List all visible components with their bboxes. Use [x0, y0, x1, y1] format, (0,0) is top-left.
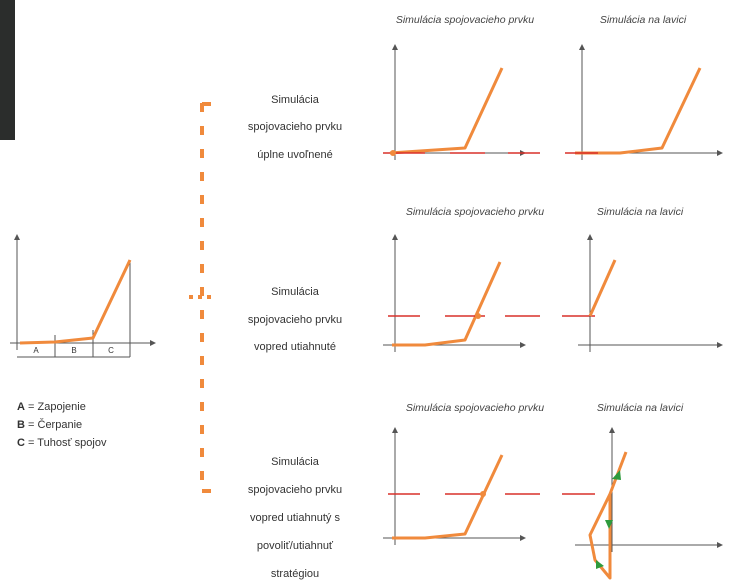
row-label: Simulácia: [271, 456, 320, 468]
phase-chart: A B C: [10, 234, 156, 358]
legend-text: = Tuhosť spojov: [28, 437, 107, 449]
row-1: Simulácia spojovacieho prvku úplne uvoľn…: [248, 44, 723, 161]
column-header: Simulácia spojovacieho prvku: [396, 14, 534, 26]
row-label: stratégiou: [271, 568, 319, 580]
row-label: vopred utiahnutý s: [250, 512, 340, 524]
column-header: Simulácia na lavici: [597, 402, 684, 414]
column-header: Simulácia na lavici: [600, 14, 687, 26]
column-header: Simulácia spojovacieho prvku: [406, 206, 544, 218]
legend-item: A = Zapojenie: [17, 401, 86, 413]
legend-key: C: [17, 437, 25, 449]
legend-text: = Zapojenie: [28, 401, 86, 413]
row-3: Simulácia spojovacieho prvku vopred utia…: [248, 427, 723, 580]
legend-text: = Čerpanie: [28, 418, 82, 431]
legend-key: B: [17, 419, 25, 431]
segment-label: A: [33, 346, 39, 355]
row-label: Simulácia: [271, 94, 320, 106]
row-label: povoliť/utiahnuť: [257, 540, 334, 552]
segment-label: B: [71, 346, 76, 355]
legend-item: B = Čerpanie: [17, 418, 82, 431]
row-label: spojovacieho prvku: [248, 121, 342, 133]
bracket: [189, 102, 215, 493]
row-label: vopred utiahnuté: [254, 341, 336, 353]
column-header: Simulácia na lavici: [597, 206, 684, 218]
legend-key: A: [17, 401, 25, 413]
row-label: spojovacieho prvku: [248, 484, 342, 496]
legend: A = Zapojenie B = Čerpanie C = Tuhosť sp…: [17, 401, 107, 449]
segment-label: C: [108, 346, 114, 355]
legend-item: C = Tuhosť spojov: [17, 437, 107, 449]
column-header: Simulácia spojovacieho prvku: [406, 402, 544, 414]
row-2: Simulácia spojovacieho prvku vopred utia…: [248, 234, 723, 353]
row-label: úplne uvoľnené: [257, 149, 332, 161]
row-label: spojovacieho prvku: [248, 314, 342, 326]
row-label: Simulácia: [271, 286, 320, 298]
photo-fragment: [0, 0, 15, 140]
